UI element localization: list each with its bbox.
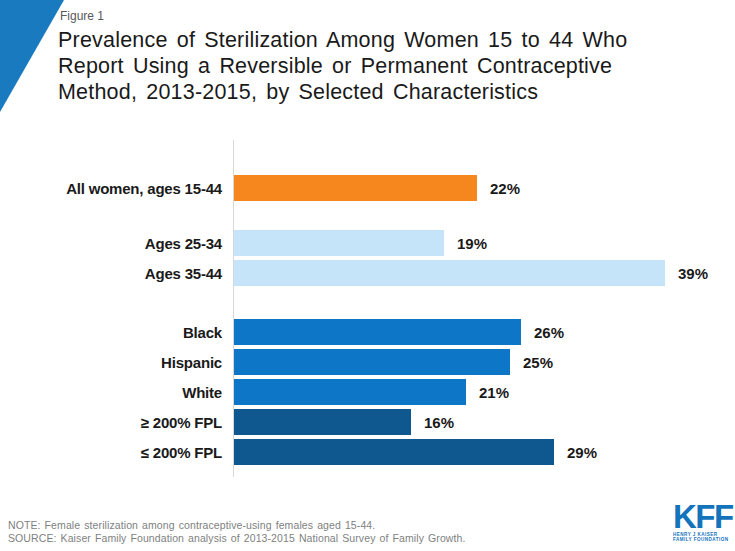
bar-track: 21% xyxy=(234,379,509,405)
bar-value-label: 26% xyxy=(534,324,564,341)
bar-track: 29% xyxy=(234,439,597,465)
bar-category-label: ≤ 200% FPL xyxy=(0,444,234,461)
source-text: SOURCE: Kaiser Family Foundation analysi… xyxy=(8,532,466,545)
bar-track: 16% xyxy=(234,409,454,435)
bar xyxy=(234,230,444,256)
bar-category-label: Ages 35-44 xyxy=(0,265,234,282)
bar-track: 26% xyxy=(234,319,564,345)
bar-category-label: White xyxy=(0,384,234,401)
bar-row: Black 26% xyxy=(0,319,735,345)
chart-title-line-3: Method, 2013-2015, by Selected Character… xyxy=(58,79,627,105)
bar xyxy=(234,260,665,286)
note-text: NOTE: Female sterilization among contrac… xyxy=(8,519,466,532)
bar-track: 25% xyxy=(234,349,553,375)
corner-triangle-decoration xyxy=(0,0,64,112)
bar-category-label: Black xyxy=(0,324,234,341)
bar xyxy=(234,175,477,201)
slide: Figure 1 Prevalence of Sterilization Amo… xyxy=(0,0,735,551)
bar-value-label: 21% xyxy=(479,384,509,401)
bar-value-label: 39% xyxy=(678,265,708,282)
kff-logo-text: KFF xyxy=(673,503,733,531)
chart-title: Prevalence of Sterilization Among Women … xyxy=(58,27,627,105)
bar xyxy=(234,379,466,405)
bar-chart: All women, ages 15-4422%Ages 25-3419%Age… xyxy=(0,140,735,480)
bar-track: 19% xyxy=(234,230,487,256)
bar-group-race-ethnicity: Black 26% Hispanic 25% White 21% xyxy=(0,319,735,405)
bar-row: White 21% xyxy=(0,379,735,405)
bar-category-label: ≥ 200% FPL xyxy=(0,414,234,431)
bar-category-label: Ages 25-34 xyxy=(0,235,234,252)
bar-value-label: 29% xyxy=(567,444,597,461)
chart-title-line-1: Prevalence of Sterilization Among Women … xyxy=(58,27,627,53)
bar-value-label: 22% xyxy=(490,180,520,197)
figure-label: Figure 1 xyxy=(60,9,104,23)
kff-tagline-line-2: Family Foundation xyxy=(673,537,733,542)
bar-group-overall: All women, ages 15-44 22% xyxy=(0,175,735,201)
bar-row: Ages 25-34 19% xyxy=(0,230,735,256)
bar-row: ≥ 200% FPL 16% xyxy=(0,409,735,435)
bar-value-label: 16% xyxy=(424,414,454,431)
bar-row: All women, ages 15-44 22% xyxy=(0,175,735,201)
bar-row: Hispanic 25% xyxy=(0,349,735,375)
bar xyxy=(234,409,411,435)
bar xyxy=(234,439,554,465)
bar-value-label: 25% xyxy=(523,354,553,371)
bar-group-income: ≥ 200% FPL 16% ≤ 200% FPL 29% xyxy=(0,409,735,465)
bar-row: Ages 35-44 39% xyxy=(0,260,735,286)
bar-category-label: All women, ages 15-44 xyxy=(0,180,234,197)
bar-row: ≤ 200% FPL 29% xyxy=(0,439,735,465)
footnote: NOTE: Female sterilization among contrac… xyxy=(8,519,466,544)
bar-category-label: Hispanic xyxy=(0,354,234,371)
bar-track: 39% xyxy=(234,260,708,286)
bar xyxy=(234,319,521,345)
y-axis-line xyxy=(233,140,234,477)
bar-value-label: 19% xyxy=(457,235,487,252)
bar-group-age: Ages 25-34 19% Ages 35-44 39% xyxy=(0,230,735,286)
chart-title-line-2: Report Using a Reversible or Permanent C… xyxy=(58,53,627,79)
kff-logo: KFF Henry J Kaiser Family Foundation xyxy=(673,503,733,542)
bar xyxy=(234,349,510,375)
bar-track: 22% xyxy=(234,175,520,201)
